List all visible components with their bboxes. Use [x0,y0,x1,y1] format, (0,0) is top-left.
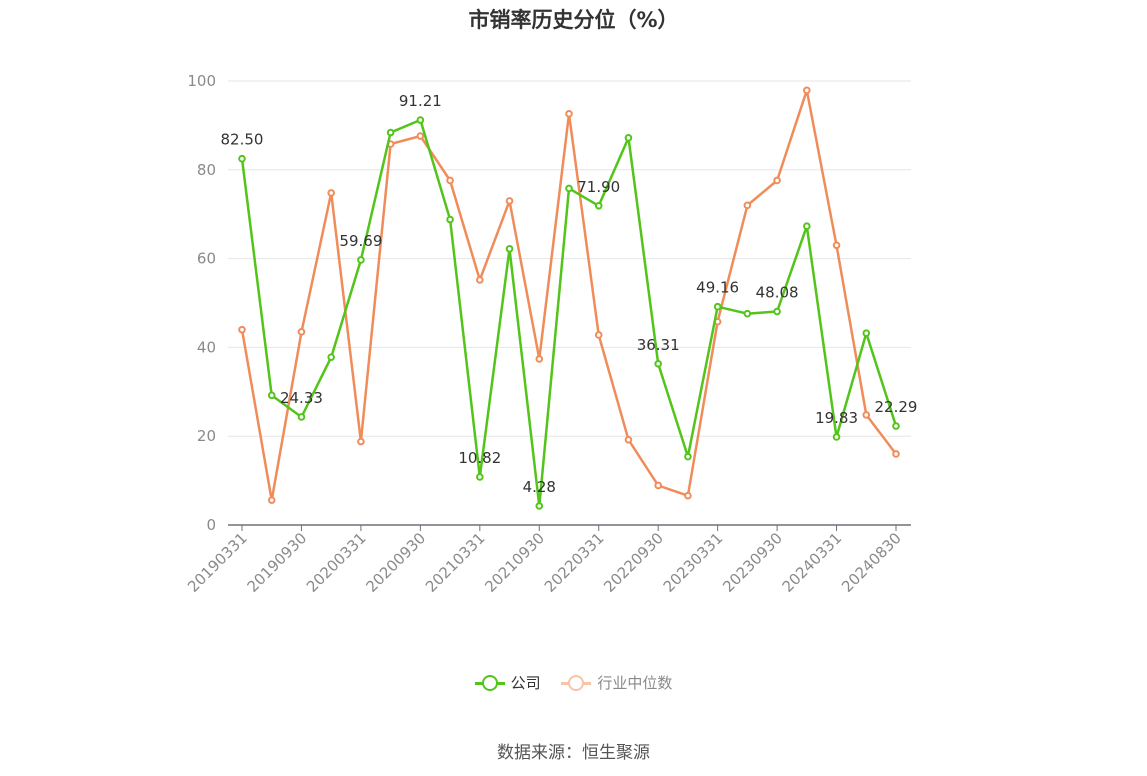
x-tick-label: 20230930 [719,529,786,596]
y-tick-label: 80 [197,161,216,179]
legend-swatch-company [474,674,505,691]
data-point [357,256,365,264]
data-point [238,154,246,163]
data-point [773,176,781,185]
data-point [654,359,662,368]
data-point [446,176,454,185]
data-point [684,491,692,500]
data-point [743,309,752,318]
data-point [267,391,276,400]
data-point [565,110,573,118]
y-tick-label: 40 [197,338,216,356]
data-point [535,502,544,510]
series-lines [238,86,900,510]
data-point [594,331,603,339]
data-point [594,201,603,210]
data-point [416,116,425,124]
axes: 0 20 40 60 80 100 2019033120190930202003312020… [184,72,911,596]
line-chart: 0 20 40 60 80 100 2019033120190930202003312020… [184,72,918,596]
data-label: 91.21 [399,92,442,110]
data-point [476,473,484,481]
y-tick-label: 100 [187,72,216,90]
data-point [654,481,662,490]
data-point [684,452,692,461]
data-point [535,355,544,363]
x-tick-label: 20220930 [600,529,667,596]
data-point [327,353,335,361]
legend-swatch-industry-median [561,674,592,691]
data-point [357,437,365,446]
x-tick-label: 20230331 [660,529,727,596]
data-point [238,325,246,334]
data-point [743,201,752,210]
legend-item-company[interactable]: 公司 [474,672,541,693]
data-label: 22.29 [875,398,918,416]
x-tick-label: 20190331 [184,529,251,596]
data-point [386,128,395,137]
x-tick-label: 20200331 [303,529,370,596]
data-point [713,302,722,311]
data-label: 24.33 [280,389,323,407]
x-tick-label: 20210331 [422,529,489,596]
data-point [446,215,454,224]
y-tick-label: 20 [197,427,216,445]
data-point [862,329,871,337]
grid-lines [228,80,911,437]
chart-title: 市销率历史分位（%） [468,8,679,32]
data-point [505,197,514,205]
y-tick-label: 0 [206,516,216,534]
data-point [416,132,425,140]
data-point [297,328,306,336]
data-point [327,189,335,197]
data-point [505,245,514,253]
legend-label-industry-median: 行业中位数 [597,674,673,692]
x-tick-label: 20220331 [541,529,608,596]
data-label: 71.90 [577,178,620,196]
data-point [832,433,841,441]
legend: 公司 行业中位数 [0,672,1147,695]
data-point [297,413,306,421]
data-point [624,134,633,142]
data-labels: 82.50 24.33 59.69 91.21 10.82 4.28 71.90 36.31 4… [221,92,918,496]
data-label: 4.28 [523,478,556,496]
data-point [892,450,900,458]
x-tick-label: 20190930 [244,529,311,596]
x-tick-label: 20240830 [838,529,905,596]
data-point [565,184,573,193]
data-point [267,496,276,504]
data-label: 10.82 [458,449,501,467]
y-tick-label: 60 [197,250,216,268]
data-label: 82.50 [221,131,264,149]
data-point [803,222,811,230]
data-point [773,307,781,316]
data-point [476,276,484,284]
source-note: 数据来源：恒生聚源 [497,743,650,763]
x-tick-label: 20210930 [481,529,548,596]
data-label: 48.08 [756,284,799,302]
legend-item-industry-median[interactable]: 行业中位数 [561,672,672,693]
data-point [892,422,900,430]
legend-label-company: 公司 [510,674,541,692]
data-label: 19.83 [815,409,858,427]
data-point [832,241,841,250]
data-label: 49.16 [696,279,739,297]
data-point [862,411,871,419]
series-line [240,118,898,508]
data-point [624,435,633,444]
data-label: 59.69 [339,232,382,250]
data-point [803,86,811,95]
x-tick-label: 20200930 [362,529,429,596]
x-tick-label: 20240331 [779,529,846,596]
data-label: 36.31 [637,336,680,354]
